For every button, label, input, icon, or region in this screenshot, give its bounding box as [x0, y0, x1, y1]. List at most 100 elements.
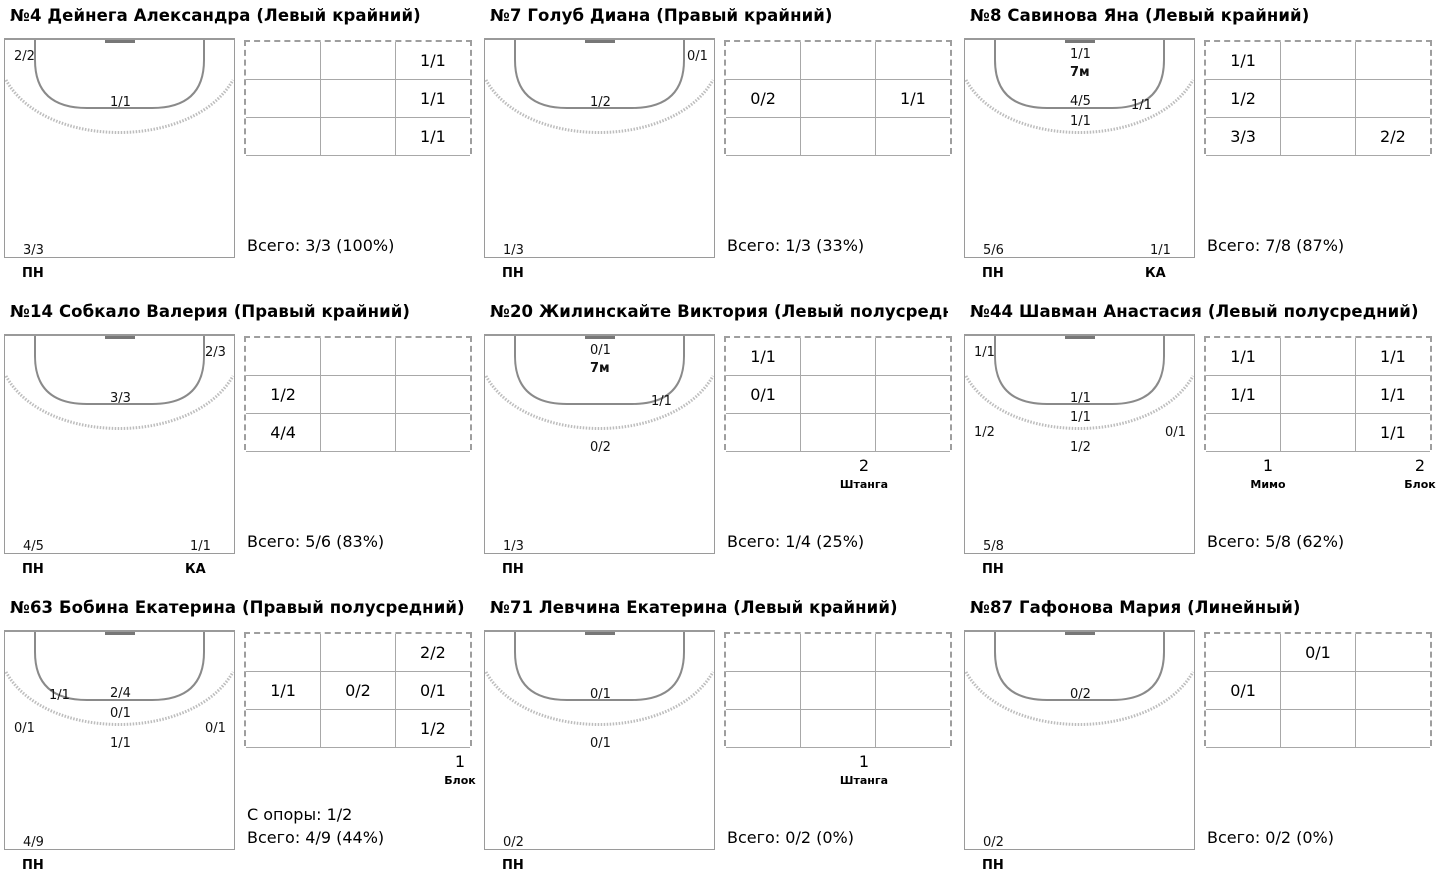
court-zone-label: 0/2: [503, 835, 524, 850]
support-stat: С опоры: 1/2: [247, 805, 353, 824]
goal-cell: [1206, 634, 1281, 672]
court-zone-label: 1/2: [590, 95, 611, 110]
court-zone-label: 0/1: [590, 687, 611, 702]
court-zone-label: 0/1: [205, 721, 226, 736]
goal-cell: [394, 338, 470, 376]
goal-mark: [585, 336, 615, 339]
goal-cell: [1206, 413, 1281, 452]
goal-mark: [585, 40, 615, 43]
goal-target-grid: 0/1 0/1: [1204, 632, 1432, 748]
goal-target-grid: 1/1 1/1 1/1: [244, 40, 472, 156]
miss-kind: Штанга: [839, 774, 889, 787]
player-title: №63 Бобина Екатерина (Правый полусредний…: [10, 598, 465, 617]
goal-cell: [874, 709, 950, 748]
goal-cell: [320, 375, 396, 414]
court-zone-label: 5/6: [983, 243, 1004, 258]
court-drawing: [485, 40, 714, 134]
goal-row: 1/1: [246, 42, 470, 80]
goal-cell: [246, 117, 321, 156]
miss-kind: Блок: [1404, 478, 1436, 491]
total-stat: Всего: 4/9 (44%): [247, 828, 385, 847]
goal-mark: [105, 40, 135, 43]
court-zone-label: 4/5: [23, 539, 44, 554]
goal-cell: [1280, 42, 1356, 80]
goal-cell: [800, 79, 876, 118]
goal-row: 0/2 1/1: [726, 79, 950, 118]
goal-target-grid: 1/1 1/2 3/3 2/2: [1204, 40, 1432, 156]
goal-cell: [246, 709, 321, 748]
free-throw-line: [965, 375, 1194, 430]
free-throw-line: [5, 671, 234, 726]
goal-table: [726, 634, 950, 748]
attack-type-tag: ПН: [502, 266, 524, 281]
goal-row: 1/1 1/1: [1206, 338, 1430, 376]
goal-row: 0/1: [1206, 634, 1430, 672]
miss-kind: Штанга: [839, 478, 889, 491]
court-drawing: [485, 632, 714, 726]
goal-mark: [1065, 40, 1095, 43]
attack-type-tag: ПН: [982, 266, 1004, 281]
goal-cell: [1280, 413, 1356, 452]
player-title: №87 Гафонова Мария (Линейный): [970, 598, 1301, 617]
court-zone-label: 4/9: [23, 835, 44, 850]
player-title: №44 Шавман Анастасия (Левый полусредний): [970, 302, 1419, 321]
court-drawing: [965, 40, 1194, 134]
goal-cell: [800, 413, 876, 452]
court-diagram: 0/2 0/2: [964, 630, 1195, 850]
goal-table: 1/1 1/1 1/1 1/1 1/1: [1206, 338, 1430, 452]
goal-cell: [1354, 671, 1430, 710]
player-title: №14 Собкало Валерия (Правый крайний): [10, 302, 411, 321]
attack-type-tag: ПН: [982, 562, 1004, 577]
goal-row: 1/2: [246, 375, 470, 414]
goal-cell: [800, 117, 876, 156]
court-zone-label: 1/1: [1070, 410, 1091, 425]
goal-row: 1/1 0/2 0/1: [246, 671, 470, 710]
court-diagram: 2/3 3/3 4/5 1/1: [4, 334, 235, 554]
player-title: №8 Савинова Яна (Левый крайний): [970, 6, 1310, 25]
goal-row: [246, 338, 470, 376]
goal-cell: [800, 634, 876, 672]
player-card: №7 Голуб Диана (Правый крайний) 0/1 1/2 1/3…: [480, 0, 952, 290]
free-throw-line: [965, 671, 1194, 726]
total-stat: Всего: 0/2 (0%): [1207, 828, 1334, 847]
court-diagram: 1/1 7м 4/5 1/1 1/1 5/6 1/1: [964, 38, 1195, 258]
goal-area-line: [994, 336, 1165, 405]
goal-table: 0/1 0/1: [1206, 634, 1430, 748]
attack-type-tag: КА: [1145, 266, 1166, 281]
player-card: №44 Шавман Анастасия (Левый полусредний)…: [960, 296, 1436, 586]
court-diagram: 2/2 1/1 3/3: [4, 38, 235, 258]
court-drawing: [5, 336, 234, 430]
court-zone-label: 1/1: [110, 95, 131, 110]
court-diagram: 1/1 2/4 0/1 0/1 0/1 1/1 4/9: [4, 630, 235, 850]
attack-type-tag: ПН: [22, 562, 44, 577]
court-zone-label: 7м: [590, 361, 610, 376]
goal-target-grid: 2/2 1/1 0/2 0/1 1/2: [244, 632, 472, 748]
court-zone-label: 1/2: [974, 425, 995, 440]
goal-cell: [1354, 79, 1430, 118]
court-zone-label: 1/3: [503, 539, 524, 554]
goal-mark: [1065, 632, 1095, 635]
goal-cell: [320, 634, 396, 672]
total-stat: Всего: 5/8 (62%): [1207, 532, 1345, 551]
goal-area-line: [34, 632, 205, 701]
goal-cell: [800, 671, 876, 710]
player-title: №7 Голуб Диана (Правый крайний): [490, 6, 833, 25]
court-drawing: [5, 632, 234, 726]
attack-type-tag: КА: [185, 562, 206, 577]
court-zone-label: 1/1: [1131, 98, 1152, 113]
miss-count: 2: [1414, 456, 1426, 475]
player-card: №87 Гафонова Мария (Линейный) 0/2 0/2 ПН 0/1…: [960, 592, 1432, 882]
miss-type: 1 Блок: [430, 752, 490, 787]
court-drawing: [485, 336, 714, 430]
goal-cell: [246, 338, 321, 376]
goal-row: [726, 413, 950, 452]
goal-cell: 1/1: [1354, 375, 1430, 414]
total-stat: Всего: 1/4 (25%): [727, 532, 865, 551]
goal-cell: [1280, 117, 1356, 156]
goal-area-line: [514, 632, 685, 701]
goal-cell: [1280, 375, 1356, 414]
attack-type-tag: ПН: [22, 858, 44, 873]
court-diagram: 0/1 7м 1/1 0/2 1/3: [484, 334, 715, 554]
goal-cell: 2/2: [394, 634, 470, 672]
court-zone-label: 0/1: [14, 721, 35, 736]
